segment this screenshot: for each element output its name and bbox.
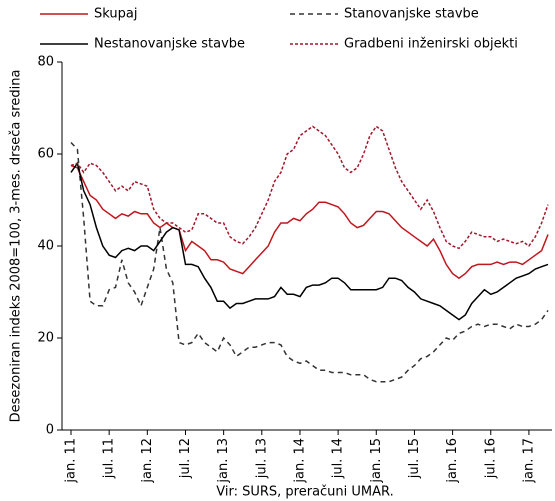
x-tick-label: jan. 14 [292, 438, 307, 484]
x-tick-label: jul. 15 [407, 438, 422, 479]
legend-label: Gradbeni inženirski objekti [344, 37, 518, 52]
x-tick-label: jul. 12 [178, 438, 193, 479]
x-tick-label: jul. 11 [102, 438, 117, 479]
x-tick-label: jan. 16 [445, 438, 460, 484]
y-tick-label: 0 [46, 423, 54, 438]
legend-label: Nestanovanjske stavbe [94, 37, 245, 52]
x-tick-label: jul. 14 [331, 438, 346, 479]
series-line [70, 125, 549, 250]
x-tick-label: jan. 11 [64, 438, 79, 484]
x-tick-label: jan. 13 [216, 438, 231, 484]
x-tick-label: jan. 12 [140, 438, 155, 484]
source-note: Vir: SURS, preračuni UMAR. [216, 485, 393, 500]
series-line [70, 164, 549, 280]
legend-label: Skupaj [94, 7, 137, 22]
x-tick-label: jul. 13 [254, 438, 269, 479]
y-axis-label: Desezoniran indeks 2008=100, 3-mes. drse… [9, 70, 24, 423]
y-tick-label: 40 [37, 239, 54, 254]
y-tick-label: 80 [37, 55, 54, 70]
x-tick-label: jul. 16 [483, 438, 498, 479]
x-tick-label: jan. 15 [369, 438, 384, 484]
legend-label: Stanovanjske stavbe [344, 7, 479, 22]
x-tick-label: jan. 17 [521, 438, 536, 484]
series-line [70, 141, 549, 383]
series-line [70, 161, 549, 321]
y-tick-label: 20 [37, 331, 54, 346]
y-tick-label: 60 [37, 147, 54, 162]
